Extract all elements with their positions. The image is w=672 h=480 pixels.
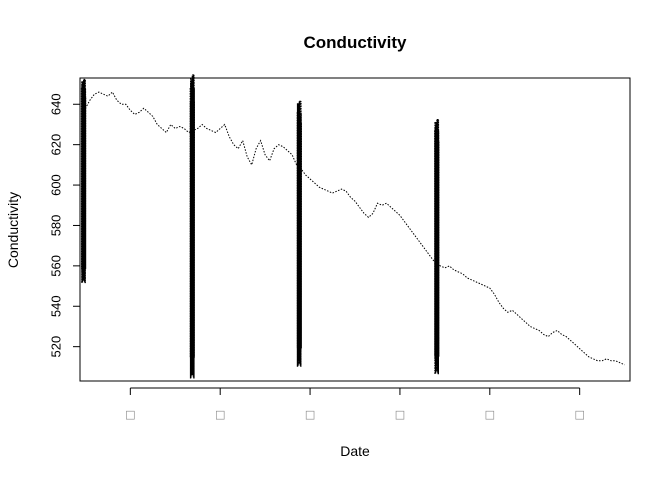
x-axis: □ □ □ □ □ □ — [125, 387, 585, 421]
oscillation-spike — [434, 118, 440, 375]
series-layer — [80, 74, 625, 379]
x-tick-label: □ — [395, 408, 405, 421]
x-tick-label: □ — [305, 408, 315, 421]
oscillation-spike — [296, 100, 302, 367]
chart-title: Conductivity — [304, 33, 407, 52]
plot-frame — [79, 77, 631, 382]
y-tick-label: 520 — [49, 336, 64, 358]
x-tick-label: □ — [125, 408, 135, 421]
y-tick-label: 600 — [49, 174, 64, 196]
spike-path — [80, 78, 87, 284]
x-axis-label: Date — [340, 443, 370, 459]
series-line — [83, 91, 625, 366]
oscillation-spike — [80, 78, 87, 284]
y-axis-label: Conductivity — [5, 192, 21, 268]
x-tick-label: □ — [215, 408, 225, 421]
y-tick-label: 580 — [49, 215, 64, 237]
spike-path — [189, 74, 195, 379]
y-tick-label: 560 — [49, 255, 64, 277]
oscillation-spike — [189, 74, 195, 379]
y-tick-label: 640 — [49, 93, 64, 115]
spike-path — [296, 100, 302, 367]
y-axis: 520 540 560 580 600 620 640 — [49, 93, 81, 358]
x-tick-label: □ — [485, 408, 495, 421]
y-tick-label: 620 — [49, 134, 64, 156]
spike-path — [434, 118, 440, 375]
x-tick-label: □ — [574, 408, 584, 421]
y-tick-label: 540 — [49, 295, 64, 317]
